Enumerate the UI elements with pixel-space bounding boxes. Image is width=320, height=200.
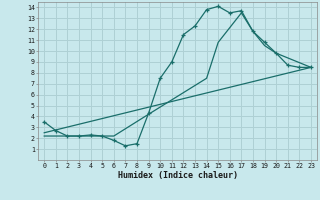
X-axis label: Humidex (Indice chaleur): Humidex (Indice chaleur)	[118, 171, 238, 180]
